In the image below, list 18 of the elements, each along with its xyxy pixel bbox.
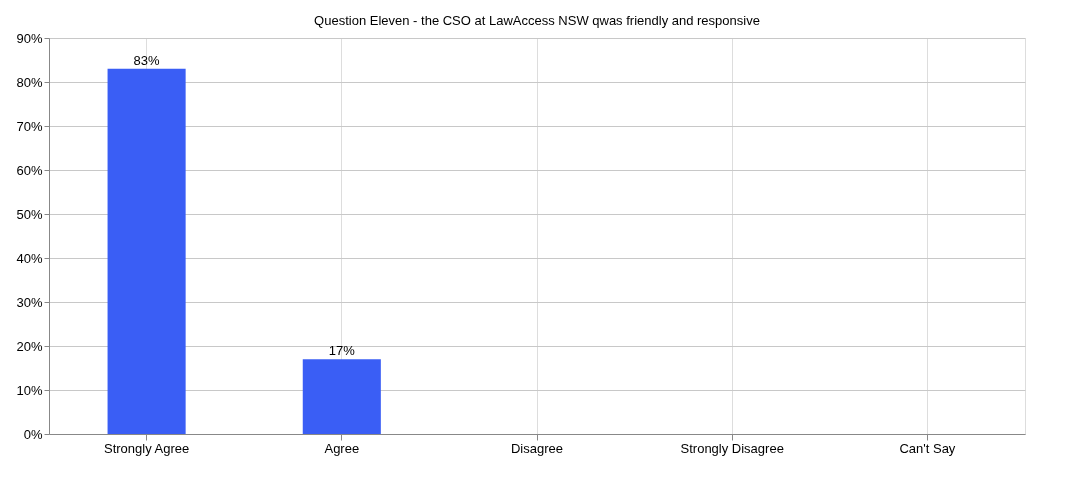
y-tick-label: 90% bbox=[16, 30, 43, 46]
y-tick-label: 10% bbox=[16, 382, 43, 398]
y-tick-label: 40% bbox=[16, 250, 43, 266]
x-tick-label: Disagree bbox=[510, 440, 564, 456]
y-tick-label: 70% bbox=[16, 118, 43, 134]
data-label: 17% bbox=[328, 343, 356, 359]
y-tick-label: 0% bbox=[23, 426, 43, 442]
y-tick-label: 60% bbox=[16, 162, 43, 178]
x-tick-label: Can't Say bbox=[899, 440, 956, 456]
x-tick-label: Agree bbox=[324, 440, 360, 456]
y-tick-label: 80% bbox=[16, 74, 43, 90]
y-tick-label: 20% bbox=[16, 338, 43, 354]
data-label: 83% bbox=[133, 52, 161, 68]
x-tick-label: Strongly Agree bbox=[103, 440, 190, 456]
chart-title: Question Eleven - the CSO at LawAccess NSW qwas friendly and responsive bbox=[314, 13, 760, 28]
x-tick-label: Strongly Disagree bbox=[680, 440, 784, 456]
y-tick-label: 30% bbox=[16, 294, 43, 310]
y-tick-label: 50% bbox=[16, 206, 43, 222]
